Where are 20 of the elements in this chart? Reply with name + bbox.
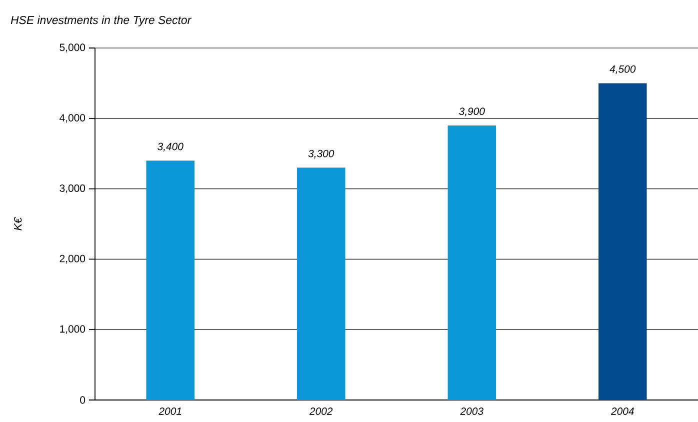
chart-title: HSE investments in the Tyre Sector: [10, 16, 192, 26]
y-tick-label: 4,000: [60, 114, 86, 123]
bar: [598, 83, 647, 400]
bar: [448, 125, 496, 400]
data-label: 3,900: [459, 108, 485, 116]
y-tick-label: 1,000: [60, 325, 86, 334]
y-axis-title: K€: [14, 216, 22, 230]
y-tick-label: 0: [80, 396, 86, 404]
x-tick-label: 2004: [610, 408, 634, 415]
x-tick-label: 2001: [158, 408, 182, 415]
bar: [146, 160, 194, 400]
x-tick-label: 2002: [309, 408, 333, 415]
x-tick-label: 2003: [460, 408, 484, 415]
y-tick-label: 5,000: [60, 44, 86, 52]
data-label: 3,300: [308, 150, 334, 158]
bar: [297, 168, 346, 400]
y-tick-label: 3,000: [60, 184, 86, 194]
y-tick-label: 2,000: [60, 254, 86, 264]
data-label: 4,500: [610, 65, 636, 74]
data-label: 3,400: [158, 142, 184, 152]
